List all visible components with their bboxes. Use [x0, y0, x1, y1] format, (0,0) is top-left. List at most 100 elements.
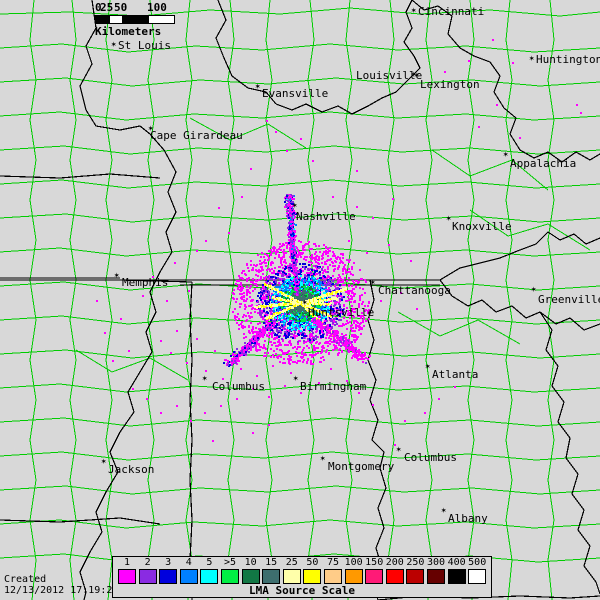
lma-source-point: [306, 322, 308, 324]
lma-source-point: [338, 319, 340, 321]
lma-source-point: [314, 305, 316, 307]
lma-source-point: [264, 297, 266, 299]
lma-source-point: [300, 322, 302, 324]
lma-source-point: [249, 292, 251, 294]
lma-source-point: [254, 311, 256, 313]
lma-source-point: [312, 354, 314, 356]
lma-source-point: [288, 270, 290, 272]
lma-source-point: [363, 317, 365, 319]
lma-source-point: [338, 266, 340, 268]
lma-source-point: [234, 315, 236, 317]
lma-source-point: [289, 342, 291, 344]
lma-source-point: [248, 270, 250, 272]
lma-source-point: [336, 318, 338, 320]
lma-source-point: [237, 288, 239, 290]
lma-source-point: [240, 282, 242, 284]
lma-source-point: [346, 291, 348, 293]
lma-source-point: [303, 354, 305, 356]
lma-source-point: [280, 332, 282, 334]
lma-source-point: [268, 257, 270, 259]
lma-source-point: [300, 271, 302, 273]
lma-source-point: [238, 328, 240, 330]
lma-source-point: [265, 276, 267, 278]
lma-source-point: [292, 326, 294, 328]
lma-source-point: [309, 248, 311, 250]
lma-source-point: [285, 252, 287, 254]
lma-source-point: [303, 320, 305, 322]
lma-source-point: [294, 330, 296, 332]
lma-source-point: [289, 318, 291, 320]
lma-source-point: [278, 305, 280, 307]
lma-source-point: [276, 335, 278, 337]
lma-source-point: [351, 310, 353, 312]
lma-source-point: [332, 294, 334, 296]
lma-source-point: [273, 311, 275, 313]
lma-source-point: [323, 359, 325, 361]
lma-source-point: [307, 321, 309, 323]
lma-source-point: [270, 311, 272, 313]
lma-source-point: [303, 340, 305, 342]
lma-source-point: [284, 323, 286, 325]
lma-source-point: [281, 245, 283, 247]
lma-source-point: [281, 305, 283, 307]
lma-source-point: [323, 347, 325, 349]
lma-source-point: [303, 292, 305, 294]
lma-source-point: [278, 324, 280, 326]
lma-source-point: [274, 283, 276, 285]
lma-source-point: [357, 315, 359, 317]
lma-source-point: [297, 271, 299, 273]
lma-source-point: [313, 339, 315, 341]
lma-source-point: [268, 336, 270, 338]
lma-source-point: [278, 322, 280, 324]
lma-source-point: [282, 267, 284, 269]
lma-source-point: [351, 296, 353, 298]
lma-source-point: [263, 322, 265, 324]
lma-source-point: [311, 285, 313, 287]
lma-source-point: [274, 299, 276, 301]
lma-source-point: [278, 248, 280, 250]
lma-source-point: [256, 350, 258, 352]
lma-source-point: [332, 311, 334, 313]
lma-source-point: [322, 308, 324, 310]
lma-source-point: [288, 362, 290, 364]
lma-source-point: [286, 320, 288, 322]
lma-source-point: [320, 282, 322, 284]
lma-source-point: [252, 332, 254, 334]
lma-source-point: [300, 281, 302, 283]
lma-source-point: [320, 287, 322, 289]
lma-source-point: [286, 334, 288, 336]
lma-source-point: [311, 338, 313, 340]
lma-source-point: [348, 261, 350, 263]
lma-source-point: [334, 348, 336, 350]
lma-source-point: [329, 340, 331, 342]
lma-source-point: [328, 337, 330, 339]
lma-source-point: [325, 285, 327, 287]
lma-source-point: [297, 352, 299, 354]
lma-source-point: [309, 341, 311, 343]
lma-source-point: [351, 298, 353, 300]
lma-source-point: [310, 317, 312, 319]
lma-source-point: [327, 255, 329, 257]
lma-source-point: [327, 259, 329, 261]
lma-source-point: [288, 355, 290, 357]
lma-source-point: [342, 323, 344, 325]
lma-source-point: [259, 310, 261, 312]
lma-source-point: [277, 286, 279, 288]
lma-source-point: [276, 324, 278, 326]
lma-source-point: [323, 284, 325, 286]
lma-source-point: [326, 311, 328, 313]
lma-source-point: [274, 338, 276, 340]
lma-source-point: [247, 267, 249, 269]
lma-source-point: [364, 292, 366, 294]
lma-source-point: [342, 270, 344, 272]
lma-source-point: [336, 258, 338, 260]
lma-source-point: [313, 277, 315, 279]
lma-source-point: [308, 241, 310, 243]
lma-source-point: [283, 358, 285, 360]
lma-source-point: [325, 253, 327, 255]
lma-source-point: [314, 271, 316, 273]
lma-source-point: [265, 303, 267, 305]
lma-source-point: [284, 259, 286, 261]
lma-source-point: [290, 267, 292, 269]
